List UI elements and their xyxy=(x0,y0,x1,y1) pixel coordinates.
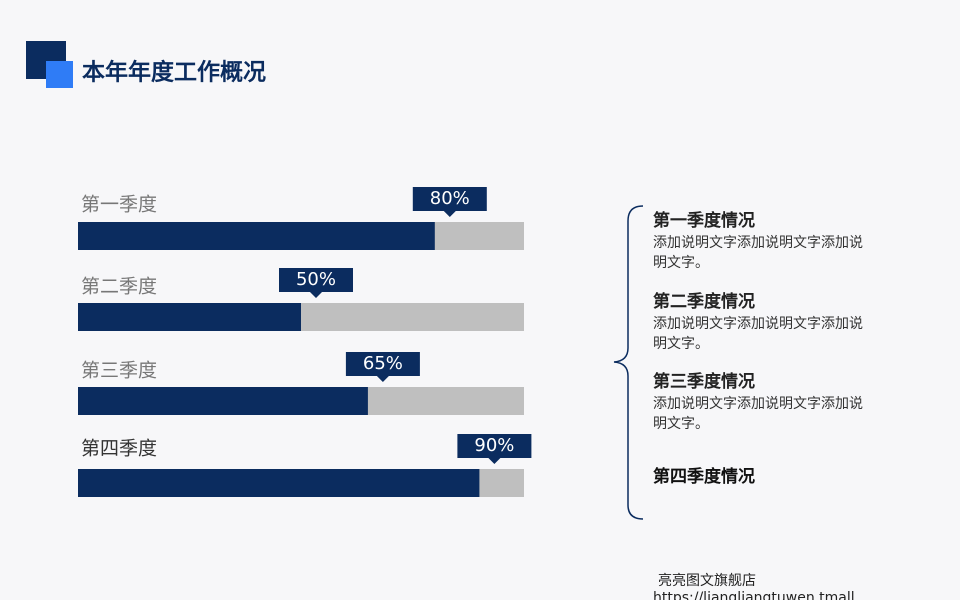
bar xyxy=(78,222,435,250)
note: 第四季度情况 xyxy=(653,446,868,508)
note-text: 添加说明文字添加说明文字添加说明文字。 xyxy=(653,235,863,271)
value-label: 90% xyxy=(474,435,514,456)
callout xyxy=(412,187,487,217)
footer-url: https://liangliangtuwen.tmall xyxy=(653,590,855,600)
bar xyxy=(78,387,368,415)
note: 第二季度情况添加说明文字添加说明文字添加说明文字。 xyxy=(653,287,868,354)
note: 第三季度情况添加说明文字添加说明文字添加说明文字。 xyxy=(653,367,868,434)
note-title: 第三季度情况 xyxy=(653,372,755,392)
note-title: 第二季度情况 xyxy=(653,292,755,312)
deco-square xyxy=(46,61,73,88)
category-label: 第四季度 xyxy=(81,438,157,460)
footer-shop: 亮亮图文旗舰店 xyxy=(658,573,756,589)
value-label: 80% xyxy=(430,188,470,209)
note-text: 添加说明文字添加说明文字添加说明文字。 xyxy=(653,396,863,432)
category-label: 第一季度 xyxy=(81,194,157,216)
value-label: 65% xyxy=(363,353,403,374)
category-label: 第三季度 xyxy=(81,360,157,382)
bar xyxy=(78,303,301,331)
category-label: 第二季度 xyxy=(81,276,157,298)
brace xyxy=(613,205,644,520)
callout xyxy=(279,268,353,298)
value-label: 50% xyxy=(296,269,336,290)
callout xyxy=(345,352,420,382)
note-title: 第一季度情况 xyxy=(653,211,755,231)
callout xyxy=(457,434,532,464)
note-text: 添加说明文字添加说明文字添加说明文字。 xyxy=(653,316,863,352)
bar xyxy=(78,469,480,497)
note-title: 第四季度情况 xyxy=(653,467,755,487)
note: 第一季度情况添加说明文字添加说明文字添加说明文字。 xyxy=(653,206,868,273)
title: 本年年度工作概况 xyxy=(82,59,266,86)
